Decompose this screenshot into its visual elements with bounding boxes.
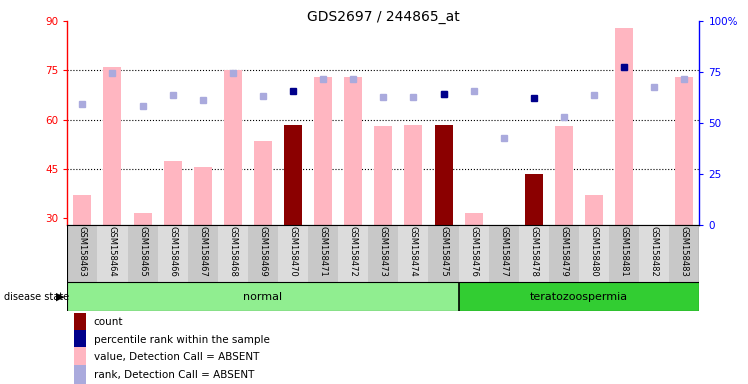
Text: GSM158478: GSM158478 — [530, 227, 539, 277]
Bar — [103, 67, 121, 225]
Text: GSM158468: GSM158468 — [228, 227, 237, 277]
Bar — [284, 124, 302, 225]
Bar — [164, 161, 182, 225]
Text: rank, Detection Call = ABSENT: rank, Detection Call = ABSENT — [94, 370, 254, 380]
Bar — [488, 225, 519, 282]
Bar — [374, 126, 393, 225]
Bar — [224, 70, 242, 225]
Text: GSM158469: GSM158469 — [259, 227, 268, 277]
Bar — [194, 167, 212, 225]
Bar — [73, 348, 86, 367]
Bar — [344, 77, 362, 225]
Bar — [254, 141, 272, 225]
Bar — [399, 225, 429, 282]
Bar — [67, 225, 97, 282]
Bar — [494, 225, 513, 284]
Text: GSM158481: GSM158481 — [619, 227, 628, 277]
Bar — [549, 225, 579, 282]
Text: GSM158463: GSM158463 — [78, 227, 87, 277]
Bar — [459, 225, 488, 282]
Bar — [73, 312, 86, 332]
Bar — [609, 225, 640, 282]
Bar — [338, 225, 368, 282]
Bar — [519, 225, 549, 282]
Bar — [158, 225, 188, 282]
Text: GSM158479: GSM158479 — [560, 227, 568, 277]
Bar — [585, 195, 603, 225]
Text: count: count — [94, 317, 123, 327]
Bar — [278, 225, 308, 282]
Bar — [675, 77, 693, 225]
Text: GSM158473: GSM158473 — [378, 227, 388, 277]
Text: GSM158483: GSM158483 — [680, 227, 689, 277]
Bar — [669, 225, 699, 282]
Text: value, Detection Call = ABSENT: value, Detection Call = ABSENT — [94, 353, 260, 362]
Bar — [555, 126, 573, 225]
Bar — [314, 77, 332, 225]
Text: GSM158476: GSM158476 — [469, 227, 478, 277]
Bar — [248, 225, 278, 282]
Text: GDS2697 / 244865_at: GDS2697 / 244865_at — [307, 10, 460, 23]
Bar — [188, 225, 218, 282]
Bar — [97, 225, 127, 282]
Text: teratozoospermia: teratozoospermia — [530, 291, 628, 302]
Bar — [579, 225, 609, 282]
Text: GSM158466: GSM158466 — [168, 227, 177, 277]
Bar — [435, 124, 453, 225]
Bar — [465, 213, 482, 225]
Bar — [134, 213, 152, 225]
Text: GSM158465: GSM158465 — [138, 227, 147, 277]
Bar — [429, 225, 459, 282]
Bar — [459, 282, 699, 311]
Bar — [640, 225, 669, 282]
Text: GSM158475: GSM158475 — [439, 227, 448, 277]
Text: GSM158482: GSM158482 — [650, 227, 659, 277]
Text: GSM158467: GSM158467 — [198, 227, 207, 277]
Text: GSM158480: GSM158480 — [589, 227, 598, 277]
Text: GSM158464: GSM158464 — [108, 227, 117, 277]
Text: percentile rank within the sample: percentile rank within the sample — [94, 334, 270, 344]
Bar — [405, 124, 423, 225]
Bar — [73, 195, 91, 225]
Bar — [73, 329, 86, 349]
Text: normal: normal — [243, 291, 283, 302]
Text: GSM158472: GSM158472 — [349, 227, 358, 277]
Bar — [127, 225, 158, 282]
Bar — [368, 225, 399, 282]
Bar — [525, 174, 543, 225]
Text: disease state: disease state — [4, 291, 69, 302]
Text: GSM158474: GSM158474 — [409, 227, 418, 277]
Bar — [435, 126, 453, 225]
Bar — [218, 225, 248, 282]
Bar — [73, 365, 86, 384]
Text: GSM158477: GSM158477 — [499, 227, 508, 277]
Text: GSM158470: GSM158470 — [289, 227, 298, 277]
Bar — [67, 282, 459, 311]
Bar — [308, 225, 338, 282]
Bar — [615, 28, 633, 225]
Text: ▶: ▶ — [55, 291, 64, 302]
Text: GSM158471: GSM158471 — [319, 227, 328, 277]
